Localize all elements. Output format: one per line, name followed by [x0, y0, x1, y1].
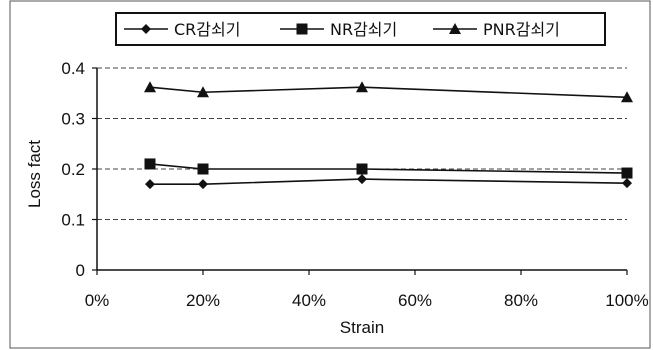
data-point [621, 91, 633, 103]
series-line [149, 86, 628, 99]
data-point [357, 174, 367, 185]
data-point [622, 178, 632, 189]
data-point [197, 86, 209, 98]
legend-box [115, 12, 606, 46]
y-tick-labels: 0 0.1 0.2 0.3 0.4 [61, 59, 97, 280]
legend-label: PNR감쇠기 [483, 20, 560, 39]
data-point [621, 167, 633, 179]
y-tick-label: 0.1 [61, 211, 85, 230]
gridlines [97, 67, 627, 220]
legend-label: NR감쇠기 [330, 20, 397, 39]
x-tick-label: 0% [85, 291, 110, 310]
data-point [356, 163, 368, 175]
x-axis-title: Strain [340, 318, 384, 337]
x-tick-label: 20% [186, 291, 220, 310]
legend: CR감쇠기 NR감쇠기 PNR감쇠기 [115, 12, 606, 46]
y-tick-label: 0.3 [61, 110, 85, 129]
series-line [150, 178, 628, 185]
y-tick-label: 0 [76, 261, 85, 280]
data-point [197, 163, 209, 175]
chart-frame [9, 0, 651, 349]
x-tick-label: 40% [292, 291, 326, 310]
y-tick-label: 0.2 [61, 160, 85, 179]
data-point [198, 179, 208, 190]
x-tick-labels: 0% 20% 40% 60% 80% 100% [85, 270, 649, 310]
legend-label: CR감쇠기 [174, 20, 240, 39]
series-group [144, 81, 633, 190]
data-point [144, 158, 156, 170]
legend-marker [449, 23, 461, 34]
series-line [149, 163, 628, 174]
data-point [145, 179, 155, 190]
x-tick-label: 60% [398, 291, 432, 310]
y-tick-label: 0.4 [61, 59, 85, 78]
legend-marker [141, 24, 151, 34]
x-tick-label: 80% [504, 291, 538, 310]
x-tick-label: 100% [605, 291, 648, 310]
data-point [356, 81, 368, 93]
data-point [144, 81, 156, 93]
y-axis-title: Loss fact [25, 140, 44, 208]
legend-marker [296, 23, 308, 35]
